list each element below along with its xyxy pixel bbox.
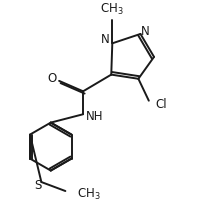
- Text: CH$_3$: CH$_3$: [77, 187, 101, 202]
- Text: Cl: Cl: [156, 98, 167, 111]
- Text: N: N: [141, 25, 150, 38]
- Text: N: N: [101, 33, 110, 46]
- Text: S: S: [34, 179, 42, 192]
- Text: CH$_3$: CH$_3$: [100, 2, 124, 17]
- Text: NH: NH: [86, 110, 103, 123]
- Text: O: O: [48, 72, 57, 85]
